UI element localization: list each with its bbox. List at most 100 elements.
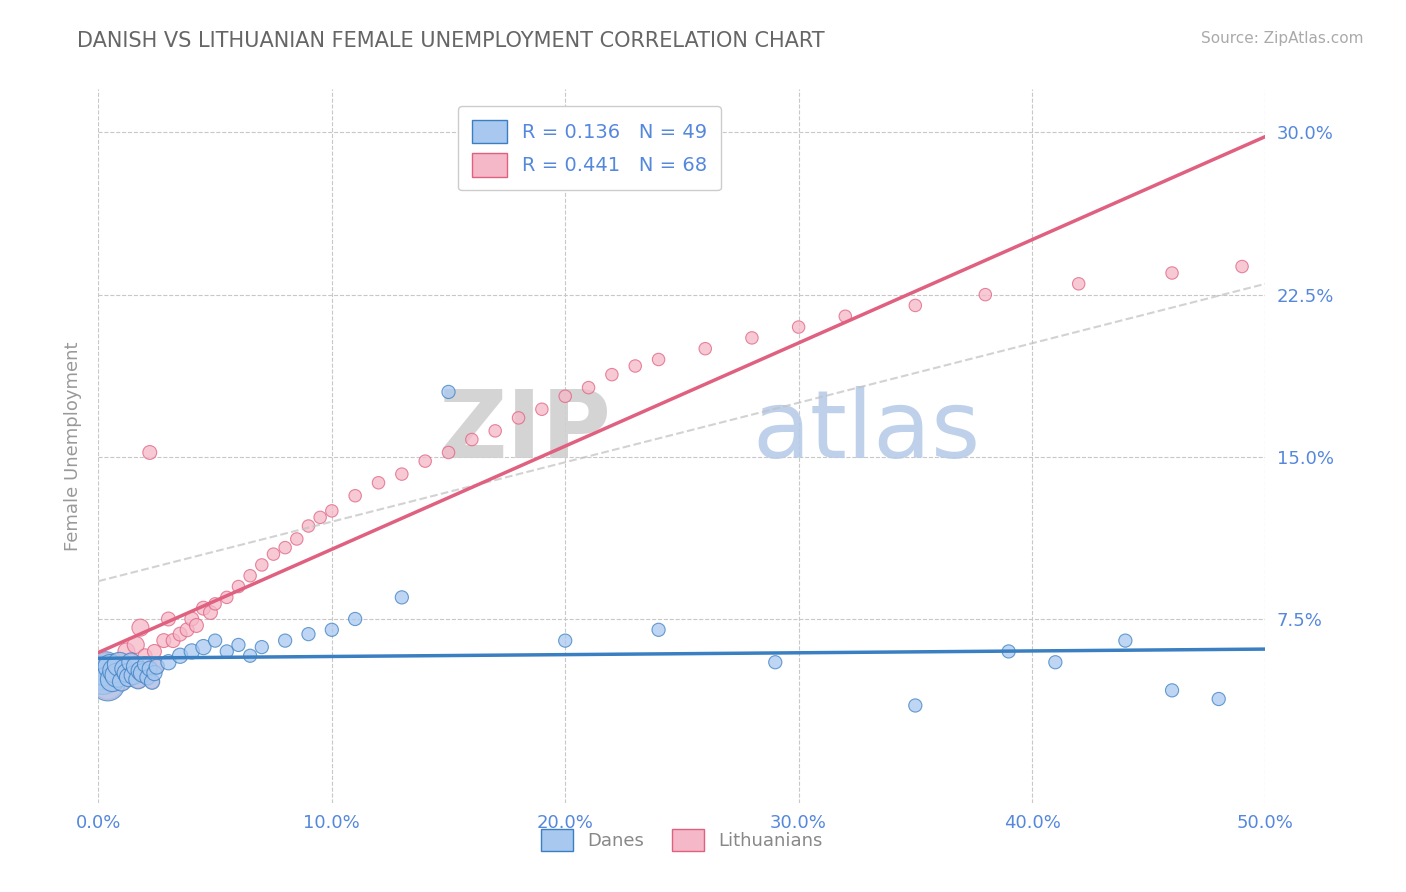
- Point: [139, 662, 162, 676]
- Point: [98, 659, 121, 673]
- Point: [309, 510, 332, 524]
- Point: [169, 648, 191, 663]
- Point: [391, 467, 413, 482]
- Point: [215, 591, 238, 605]
- Text: ZIP: ZIP: [439, 385, 612, 478]
- Point: [484, 424, 506, 438]
- Point: [285, 532, 308, 546]
- Point: [741, 331, 763, 345]
- Point: [141, 674, 163, 689]
- Point: [98, 659, 121, 673]
- Point: [90, 666, 112, 681]
- Point: [112, 662, 135, 676]
- Point: [554, 389, 576, 403]
- Point: [297, 627, 319, 641]
- Point: [367, 475, 389, 490]
- Point: [1067, 277, 1090, 291]
- Text: Source: ZipAtlas.com: Source: ZipAtlas.com: [1201, 31, 1364, 46]
- Point: [904, 698, 927, 713]
- Point: [104, 664, 127, 678]
- Point: [600, 368, 623, 382]
- Point: [437, 445, 460, 459]
- Point: [1161, 683, 1184, 698]
- Point: [118, 670, 141, 684]
- Point: [787, 320, 810, 334]
- Point: [125, 659, 148, 673]
- Point: [647, 352, 669, 367]
- Text: atlas: atlas: [752, 385, 980, 478]
- Point: [136, 670, 159, 684]
- Point: [91, 670, 114, 684]
- Point: [578, 381, 600, 395]
- Point: [97, 677, 120, 691]
- Point: [1045, 655, 1067, 669]
- Point: [176, 623, 198, 637]
- Point: [105, 668, 128, 682]
- Point: [344, 489, 367, 503]
- Point: [508, 410, 530, 425]
- Point: [180, 612, 202, 626]
- Point: [250, 558, 273, 572]
- Point: [115, 644, 138, 658]
- Point: [122, 668, 145, 682]
- Point: [134, 648, 156, 663]
- Legend: Danes, Lithuanians: Danes, Lithuanians: [533, 822, 831, 858]
- Point: [997, 644, 1019, 658]
- Y-axis label: Female Unemployment: Female Unemployment: [63, 342, 82, 550]
- Point: [1161, 266, 1184, 280]
- Point: [204, 633, 226, 648]
- Point: [120, 655, 142, 669]
- Point: [321, 623, 343, 637]
- Point: [91, 670, 114, 684]
- Point: [94, 662, 117, 676]
- Text: DANISH VS LITHUANIAN FEMALE UNEMPLOYMENT CORRELATION CHART: DANISH VS LITHUANIAN FEMALE UNEMPLOYMENT…: [77, 31, 825, 51]
- Point: [413, 454, 436, 468]
- Point: [180, 644, 202, 658]
- Point: [391, 591, 413, 605]
- Point: [344, 612, 367, 626]
- Point: [169, 627, 191, 641]
- Point: [94, 662, 117, 676]
- Point: [228, 580, 250, 594]
- Point: [554, 633, 576, 648]
- Point: [321, 504, 343, 518]
- Point: [193, 601, 215, 615]
- Point: [118, 670, 141, 684]
- Point: [904, 298, 927, 312]
- Point: [763, 655, 786, 669]
- Point: [132, 666, 155, 681]
- Point: [162, 633, 184, 648]
- Point: [239, 568, 262, 582]
- Point: [437, 384, 460, 399]
- Point: [101, 673, 124, 687]
- Point: [274, 541, 297, 555]
- Point: [239, 648, 262, 663]
- Point: [105, 668, 128, 682]
- Point: [139, 445, 162, 459]
- Point: [132, 666, 155, 681]
- Point: [108, 657, 131, 672]
- Point: [461, 433, 484, 447]
- Point: [215, 644, 238, 658]
- Point: [112, 662, 135, 676]
- Point: [974, 287, 997, 301]
- Point: [90, 666, 112, 681]
- Point: [104, 664, 127, 678]
- Point: [122, 668, 145, 682]
- Point: [250, 640, 273, 654]
- Point: [136, 670, 159, 684]
- Point: [143, 644, 166, 658]
- Point: [108, 657, 131, 672]
- Point: [1230, 260, 1253, 274]
- Point: [262, 547, 284, 561]
- Point: [834, 310, 856, 324]
- Point: [274, 633, 297, 648]
- Point: [530, 402, 553, 417]
- Point: [1114, 633, 1136, 648]
- Point: [129, 664, 152, 678]
- Point: [695, 342, 717, 356]
- Point: [157, 655, 180, 669]
- Point: [134, 657, 156, 672]
- Point: [157, 612, 180, 626]
- Point: [111, 674, 134, 689]
